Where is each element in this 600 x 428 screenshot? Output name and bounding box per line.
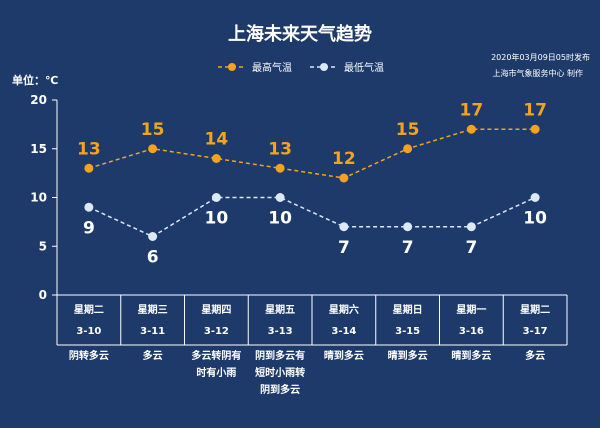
chart-title: 上海未来天气趋势: [228, 23, 372, 45]
weekday-label: 星期三: [138, 303, 168, 316]
low-temp-label: 7: [338, 238, 350, 258]
date-label: 3-15: [395, 326, 420, 337]
high-temp-point: [403, 144, 413, 154]
low-temp-point: [211, 193, 221, 202]
weather-line: 晴到多云: [324, 349, 364, 362]
value-labels: 13 15 14 13 12 15 17 17 9 6 10 10 7 7 7 10: [77, 100, 547, 267]
high-temp-line: [88, 128, 536, 179]
weather-line: 多云: [525, 349, 545, 362]
weather-line: 短时小雨转: [255, 366, 305, 379]
y-tick-label: 20: [30, 93, 47, 107]
low-temp-point: [84, 202, 94, 212]
y-tick-label: 10: [30, 191, 47, 205]
weather-line: 多云: [143, 349, 163, 362]
high-temp-label: 13: [77, 139, 101, 159]
date-label: 3-16: [459, 326, 484, 337]
weather-line: 阴到多云有: [255, 349, 305, 362]
high-temp-label: 17: [523, 100, 547, 120]
legend-low-label: 最低气温: [344, 61, 384, 74]
low-temp-point: [466, 222, 476, 232]
high-temp-point: [339, 173, 349, 183]
high-temp-label: 14: [205, 130, 229, 150]
issue-time: 2020年03月09日05时发布: [491, 52, 590, 62]
low-temp-point: [403, 222, 413, 232]
legend-high-marker: [228, 63, 236, 71]
weekday-label: 星期二: [520, 303, 550, 316]
low-temp-point: [530, 193, 540, 202]
legend-high-label: 最高气温: [252, 61, 292, 74]
y-tick-label: 15: [30, 142, 47, 156]
weekday-label: 星期二: [74, 303, 104, 316]
series-markers: [84, 124, 540, 241]
weekday-label: 星期五: [265, 303, 295, 316]
series-lines: [88, 128, 536, 238]
weather-line: 多云转阴有: [191, 349, 241, 362]
date-label: 3-13: [268, 326, 293, 337]
producer-credit: 上海市气象服务中心 制作: [492, 68, 583, 78]
low-temp-label: 9: [83, 218, 95, 238]
weather-line: 阴到多云: [260, 383, 300, 396]
weekday-label: 星期日: [393, 303, 423, 316]
high-temp-label: 12: [332, 149, 356, 169]
high-temp-point: [275, 163, 285, 173]
low-temp-label: 7: [402, 238, 414, 258]
y-axis-label: 单位：℃: [12, 73, 58, 87]
weekday-label: 星期四: [201, 303, 231, 316]
y-tick-label: 0: [39, 288, 47, 302]
y-tick-label: 5: [39, 239, 47, 253]
date-label: 3-10: [76, 326, 101, 337]
weather-line: 晴到多云: [451, 349, 491, 362]
date-label: 3-11: [140, 326, 165, 337]
date-table: 星期二 3-10 星期三 3-11 星期四 3-12 星期五 3-13 星期六 3-14 星期日 3-…: [56, 295, 568, 346]
legend: 最高气温 最低气温: [218, 61, 384, 74]
low-temp-point: [275, 193, 285, 202]
weekday-label: 星期六: [329, 303, 359, 316]
high-temp-label: 15: [141, 120, 165, 140]
low-temp-label: 6: [147, 248, 159, 268]
y-ticks: 0 5 10 15 20: [30, 93, 57, 302]
weather-line: 晴到多云: [388, 349, 428, 362]
low-temp-point: [339, 222, 349, 232]
date-label: 3-12: [204, 326, 229, 337]
high-temp-label: 13: [268, 139, 292, 159]
high-temp-point: [148, 144, 158, 154]
high-temp-point: [530, 124, 540, 134]
legend-low-marker: [320, 63, 328, 71]
weather-line: 时有小雨: [196, 366, 236, 379]
weather-line: 阴转多云: [69, 349, 109, 362]
low-temp-line: [88, 196, 536, 238]
low-temp-point: [148, 232, 158, 241]
low-temp-label: 10: [205, 209, 229, 229]
low-temp-label: 10: [523, 209, 547, 229]
high-temp-label: 17: [460, 100, 484, 120]
high-temp-point: [84, 163, 94, 173]
date-label: 3-14: [331, 326, 356, 337]
weekday-label: 星期一: [456, 303, 486, 316]
date-label: 3-17: [523, 326, 548, 337]
high-temp-point: [466, 124, 476, 134]
low-temp-label: 7: [465, 238, 477, 258]
high-temp-point: [211, 154, 221, 163]
high-temp-label: 15: [396, 120, 420, 140]
low-temp-label: 10: [268, 209, 292, 229]
